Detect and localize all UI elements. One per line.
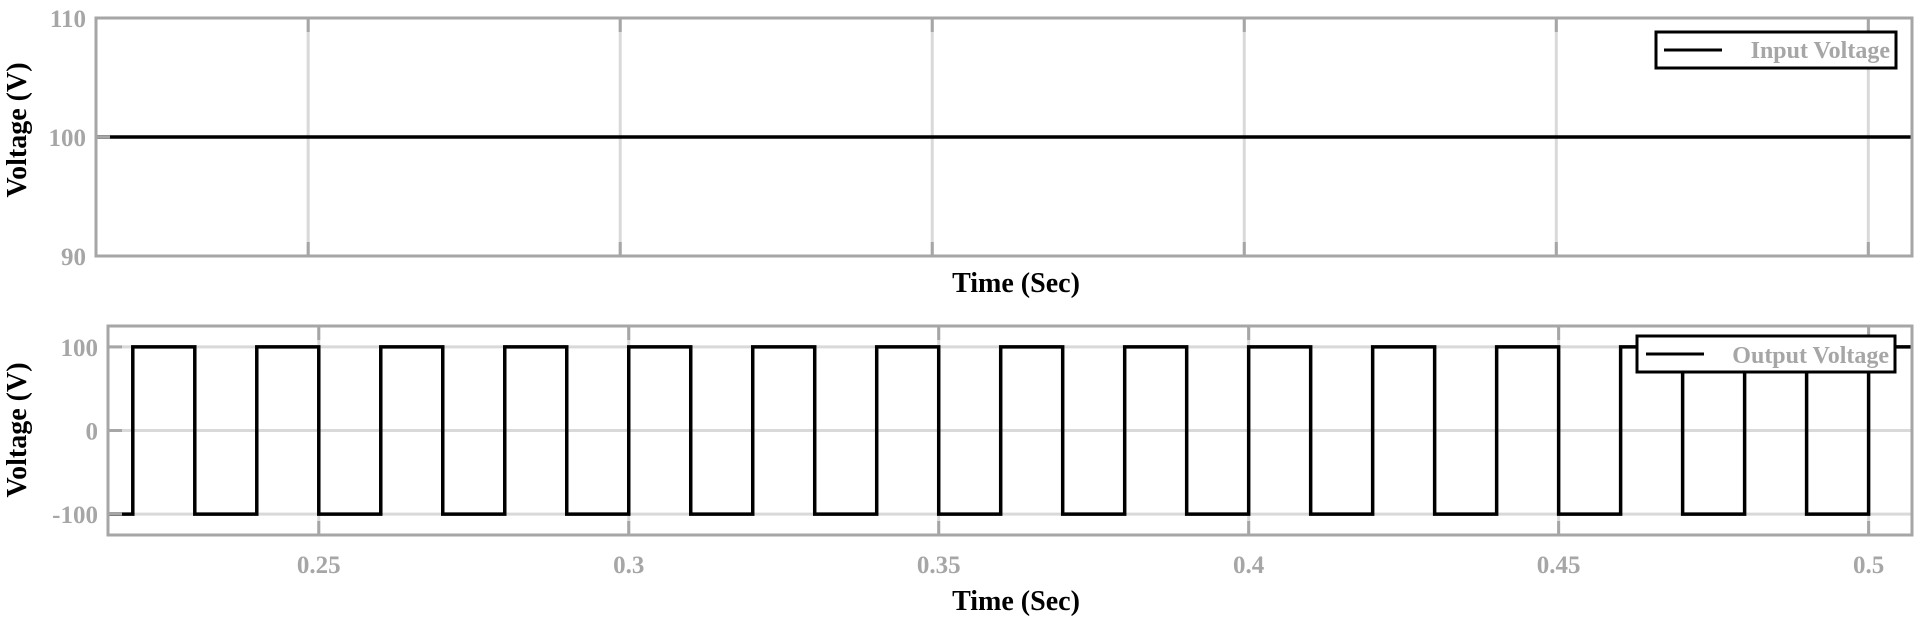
input-chart-y-tick-label: 90 [61,244,86,271]
output-chart-x-tick-label: 0.3 [613,552,644,579]
output-chart-x-axis-label: Time (Sec) [952,586,1080,617]
output-chart-series-line [108,345,1912,516]
output-chart-legend: Output Voltage [1635,334,1897,374]
output-chart-y-tick-label: 100 [61,335,99,362]
output-chart-x-tick-label: 0.25 [297,552,341,579]
input-chart-legend: Input Voltage [1654,30,1898,70]
output-chart-y-tick-label: -100 [52,502,98,529]
output-legend-label: Output Voltage [1732,343,1889,369]
input-chart-x-ticks [306,18,1870,256]
output-chart-x-tick-label: 0.4 [1233,552,1265,579]
output-chart-y-tick-label: 0 [86,419,99,446]
output-chart-x-tick-label: 0.5 [1853,552,1884,579]
input-chart-y-tick-label: 100 [49,125,87,152]
input-chart-x-axis-label: Time (Sec) [952,268,1080,299]
output-chart-series [108,345,1912,516]
output-chart-x-ticks: 0.25 0.3 0.35 0.4 0.45 0.5 [297,326,1884,579]
output-chart-x-tick-label: 0.35 [917,552,961,579]
input-legend-label: Input Voltage [1751,38,1891,64]
input-voltage-chart: 90 100 110 Voltage (V) Time (Sec) Input Vo… [2,6,1914,299]
input-chart-y-axis-label: Voltage (V) [2,62,33,197]
output-chart-y-axis-label: Voltage (V) [2,362,33,497]
output-chart-y-ticks: -100 0 100 [52,335,122,529]
input-chart-y-tick-label: 110 [50,6,86,33]
output-voltage-chart: -100 0 100 0.25 0.3 0.35 0.4 0.45 0.5 Voltage (… [2,324,1914,617]
output-chart-x-tick-label: 0.45 [1537,552,1581,579]
input-chart-y-ticks: 90 100 110 [49,6,110,271]
